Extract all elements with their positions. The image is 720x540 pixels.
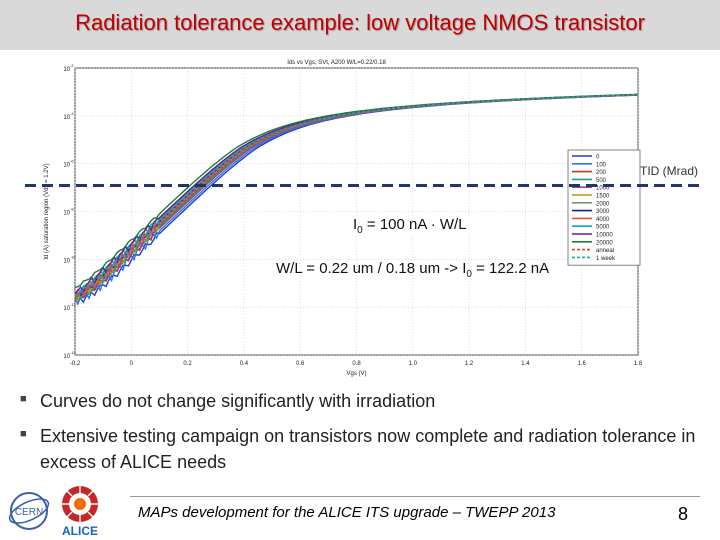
y-tick-label: 10 — [63, 258, 70, 264]
wl-subscript: 0 — [466, 269, 472, 280]
x-tick-label: 0.2 — [183, 361, 192, 367]
wl-text: W/L = 0.22 um / 0.18 um -> I — [276, 260, 467, 277]
y-tick-label: 10 — [63, 306, 70, 312]
footer-divider — [130, 496, 700, 497]
legend-label: 100 — [596, 162, 607, 168]
legend-box — [567, 149, 641, 266]
legend-label: 5000 — [596, 225, 610, 231]
x-tick-label: 1.2 — [465, 361, 474, 367]
legend-label: 200 — [596, 170, 607, 176]
i0-symbol: I — [353, 216, 358, 233]
iv-chart: -0.2 0 0.2 0.4 0.6 0.8 1.0 1.2 1.4 1.6 1.810-1410-… — [25, 60, 700, 377]
cern-logo-text: CERN — [15, 507, 43, 518]
x-tick-label: 0.4 — [240, 361, 249, 367]
y-tick-label: 10 — [63, 115, 70, 121]
bullet-marker-icon: ■ — [20, 393, 27, 405]
x-tick-label: 0.6 — [296, 361, 305, 367]
x-tick-label: 0 — [130, 361, 134, 367]
bullet-text: Curves do not change significantly with … — [40, 391, 436, 411]
legend-label: 1 week — [596, 256, 616, 262]
i0-formula-rest: = 100 nA · W/L — [362, 216, 467, 233]
legend-label: 1000 — [596, 186, 610, 192]
legend-label: 20000 — [596, 240, 613, 246]
alice-logo-text: ALICE — [62, 524, 98, 538]
legend-label: 10000 — [596, 233, 613, 239]
bullet-text: Extensive testing campaign on transistor… — [40, 426, 696, 472]
legend-label: 3000 — [596, 209, 610, 215]
legend-label: 4000 — [596, 217, 610, 223]
chart-title: Ids vs Vgs, SVt, A200 W/L=0.22/0.18 — [287, 60, 386, 66]
series-line — [74, 93, 639, 299]
cern-logo-icon: CERN — [8, 492, 50, 530]
tid-legend-title: TID (Mrad) — [640, 164, 698, 178]
y-tick-label: 10 — [63, 163, 70, 169]
x-tick-label: 1.4 — [521, 361, 530, 367]
y-tick-label: 10 — [63, 211, 70, 217]
title-bar: Radiation tolerance example: low voltage… — [0, 0, 720, 50]
x-tick-label: 0.8 — [352, 361, 361, 367]
footer-text: MAPs development for the ALICE ITS upgra… — [138, 504, 556, 521]
legend-label: 500 — [596, 178, 607, 184]
y-tick-exponent: -10 — [70, 254, 77, 259]
y-tick-label: 10 — [63, 67, 70, 73]
i0-formula-annotation: I0 = 100 nA · W/L — [350, 216, 470, 236]
y-tick-exponent: -8 — [70, 207, 74, 212]
slide-title: Radiation tolerance example: low voltage… — [75, 10, 645, 35]
legend-label: 2000 — [596, 201, 610, 207]
y-tick-label: 10 — [63, 354, 70, 360]
wl-result: = 122.2 nA — [471, 260, 550, 277]
y-axis-label: Id (A) saturation region (Vds = 1.2V) — [44, 163, 50, 259]
legend-label: 1500 — [596, 194, 610, 200]
y-tick-exponent: -2 — [70, 63, 74, 68]
alice-logo-icon: ALICE — [62, 486, 98, 538]
y-tick-exponent: -6 — [70, 159, 74, 164]
i0-subscript: 0 — [357, 225, 363, 236]
x-tick-label: 1.8 — [634, 361, 643, 367]
bullet-marker-icon: ■ — [20, 428, 27, 440]
page-number: 8 — [678, 504, 689, 524]
y-tick-exponent: -14 — [70, 350, 77, 355]
y-tick-exponent: -12 — [70, 302, 77, 307]
x-tick-label: 1.0 — [409, 361, 418, 367]
y-tick-exponent: -4 — [70, 111, 74, 116]
x-axis-label: Vgs (V) — [346, 371, 366, 377]
wl-annotation: W/L = 0.22 um / 0.18 um -> I0 = 122.2 nA — [276, 260, 549, 280]
legend-label: 0 — [596, 155, 600, 161]
legend-label: anneal — [596, 248, 614, 254]
x-tick-label: -0.2 — [70, 361, 81, 367]
x-tick-label: 1.6 — [578, 361, 587, 367]
